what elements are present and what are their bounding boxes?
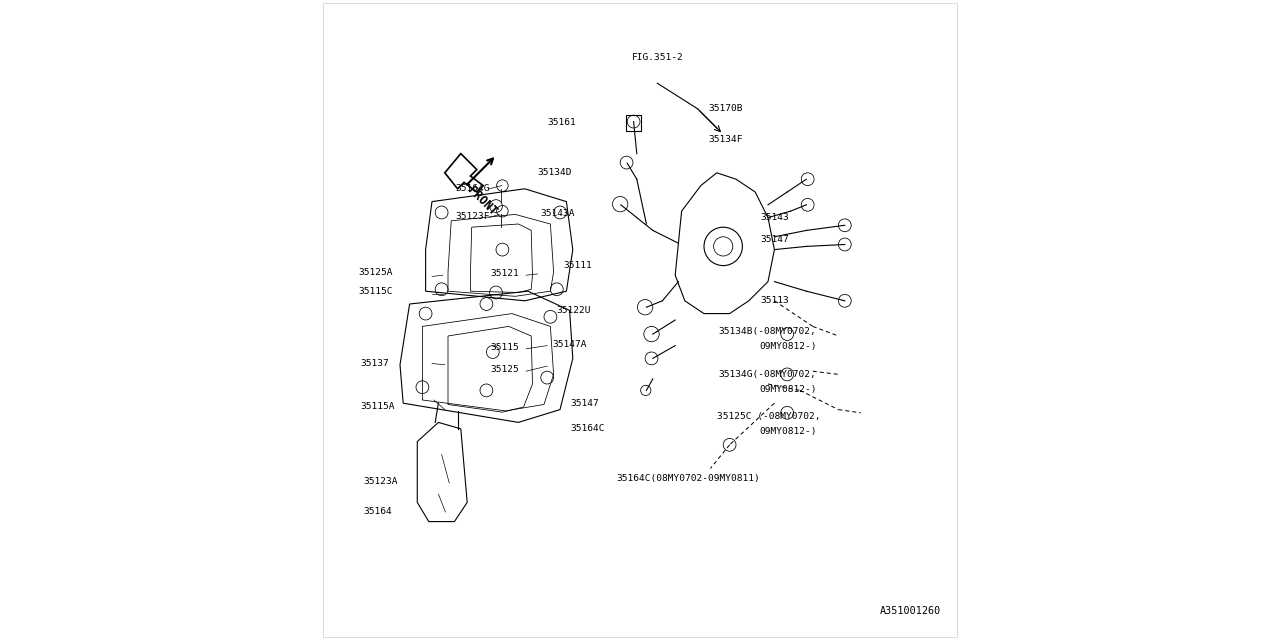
Text: 35143A: 35143A [540, 209, 575, 218]
Text: 35125A: 35125A [358, 268, 393, 276]
Text: 35134B(-08MY0702,: 35134B(-08MY0702, [719, 327, 817, 336]
Text: 35123F: 35123F [456, 212, 490, 221]
Text: 35115C: 35115C [358, 287, 393, 296]
Text: 35125: 35125 [490, 365, 518, 374]
Text: 09MY0812-): 09MY0812-) [759, 385, 817, 394]
Text: 35123A: 35123A [364, 477, 398, 486]
Text: 35143: 35143 [760, 213, 788, 222]
Text: 35125C (-08MY0702,: 35125C (-08MY0702, [718, 412, 820, 420]
Text: 35111: 35111 [563, 261, 591, 270]
Text: 35164C: 35164C [571, 424, 605, 433]
Text: 35147: 35147 [760, 235, 788, 244]
Text: 35164: 35164 [364, 508, 392, 516]
Text: 35170B: 35170B [709, 104, 742, 113]
Polygon shape [445, 154, 484, 192]
Text: A351001260: A351001260 [879, 605, 941, 616]
Text: 35115A: 35115A [361, 402, 394, 411]
Text: 35115: 35115 [490, 343, 518, 352]
Text: 35134D: 35134D [538, 168, 572, 177]
Text: 35134G(-08MY0702,: 35134G(-08MY0702, [719, 370, 817, 379]
Text: 35164C(08MY0702-09MY0811): 35164C(08MY0702-09MY0811) [617, 474, 760, 483]
Text: FIG.351-2: FIG.351-2 [631, 53, 684, 62]
Text: 35147A: 35147A [553, 340, 586, 349]
Text: 09MY0812-): 09MY0812-) [759, 427, 817, 436]
Text: 35137: 35137 [361, 359, 389, 368]
Text: FRONT: FRONT [465, 184, 499, 219]
Text: 35122U: 35122U [557, 306, 591, 315]
Text: 35164G: 35164G [456, 184, 490, 193]
Text: 35113: 35113 [760, 296, 788, 305]
Text: 35161: 35161 [548, 118, 576, 127]
Text: 35147: 35147 [571, 399, 599, 408]
Text: 09MY0812-): 09MY0812-) [759, 342, 817, 351]
Text: 35121: 35121 [490, 269, 518, 278]
Text: 35134F: 35134F [709, 135, 742, 144]
